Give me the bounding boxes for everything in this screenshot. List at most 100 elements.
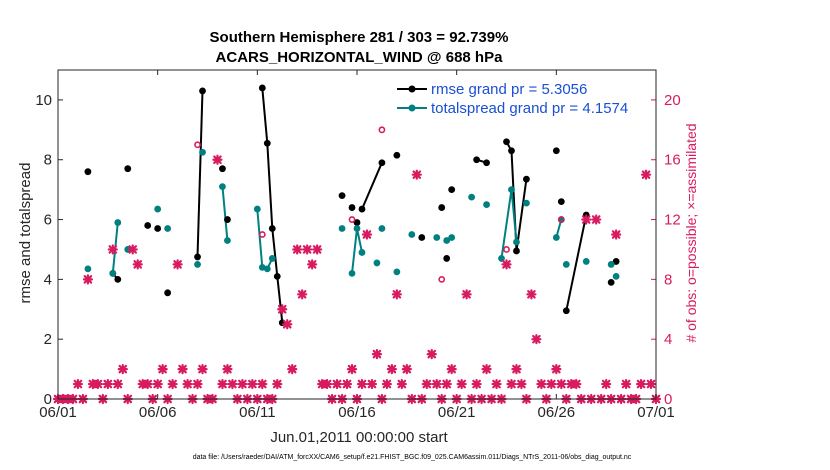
rmse-point xyxy=(552,147,560,155)
obs-assimilated-point xyxy=(167,378,178,390)
obs-possible-point xyxy=(348,216,356,223)
y-right-tick-label: 8 xyxy=(664,271,672,288)
spread-point xyxy=(109,269,117,277)
obs-assimilated-point xyxy=(556,378,567,390)
obs-assimilated-point xyxy=(217,378,228,390)
obs-assimilated-point xyxy=(506,378,517,390)
spread-point xyxy=(513,238,520,246)
spread-point xyxy=(523,199,530,207)
obs-assimilated-point xyxy=(257,378,268,390)
spread-point xyxy=(353,225,361,232)
obs-assimilated-point xyxy=(411,169,422,180)
spread-point xyxy=(219,183,226,191)
obs-assimilated-point xyxy=(471,378,482,390)
obs-assimilated-point xyxy=(396,378,407,390)
spread-point xyxy=(408,231,416,238)
chart-title-line2: ACARS_HORIZONTAL_WIND @ 688 hPa xyxy=(216,49,504,66)
rmse-point xyxy=(194,253,201,261)
spread-point xyxy=(199,148,206,156)
x-tick-label: 06/11 xyxy=(239,404,275,421)
obs-assimilated-point xyxy=(591,214,602,225)
rmse-point xyxy=(358,205,366,213)
obs-assimilated-point xyxy=(297,289,308,300)
obs-assimilated-point xyxy=(247,378,258,390)
spread-point xyxy=(483,201,490,208)
rmse-line xyxy=(196,90,204,257)
rmse-line xyxy=(261,87,284,323)
obs-assimilated-point xyxy=(571,378,582,390)
legend-rmse-marker xyxy=(408,85,416,93)
obs-assimilated-point xyxy=(192,378,203,390)
obs-assimilated-point xyxy=(132,259,143,270)
spread-point xyxy=(552,234,560,241)
obs-assimilated-point xyxy=(277,304,288,315)
x-tick-label: 06/21 xyxy=(438,404,476,421)
obs-assimilated-point xyxy=(197,363,208,375)
y-right-tick-label: 0 xyxy=(664,391,672,408)
rmse-point xyxy=(114,275,122,283)
rmse-point xyxy=(418,234,426,241)
rmse-point xyxy=(448,186,456,194)
obs-assimilated-point xyxy=(461,289,472,300)
rmse-point xyxy=(268,225,276,232)
rmse-line xyxy=(505,141,528,252)
obs-assimilated-point xyxy=(341,378,353,390)
rmse-point xyxy=(258,84,266,92)
spread-point xyxy=(468,193,476,201)
spread-point xyxy=(114,219,122,226)
obs-assimilated-point xyxy=(446,363,457,375)
obs-assimilated-point xyxy=(635,378,647,390)
obs-assimilated-point xyxy=(536,378,547,390)
obs-assimilated-point xyxy=(152,378,163,390)
rmse-point xyxy=(144,222,152,229)
obs-assimilated-point xyxy=(441,378,452,390)
y-right-tick-label: 16 xyxy=(664,152,681,169)
rmse-point xyxy=(443,255,451,262)
obs-assimilated-point xyxy=(157,363,168,375)
obs-assimilated-point xyxy=(371,349,383,360)
rmse-point xyxy=(378,159,386,167)
obs-assimilated-point xyxy=(421,378,432,390)
rmse-point xyxy=(612,258,620,265)
obs-assimilated-point xyxy=(401,363,412,375)
spread-point xyxy=(562,261,570,268)
obs-assimilated-point xyxy=(491,378,502,390)
obs-assimilated-point xyxy=(481,363,492,375)
obs-assimilated-point xyxy=(322,378,333,390)
rmse-point xyxy=(483,159,490,167)
spread-point xyxy=(612,272,620,280)
spread-point xyxy=(194,261,201,268)
rmse-point xyxy=(263,139,271,147)
obs-assimilated-point xyxy=(346,363,358,375)
rmse-point xyxy=(557,198,565,206)
rmse-point xyxy=(219,165,226,173)
obs-assimilated-point xyxy=(620,378,632,390)
obs-assimilated-point xyxy=(645,378,657,390)
spread-point xyxy=(268,255,276,262)
obs-assimilated-point xyxy=(107,244,118,255)
obs-assimilated-point xyxy=(282,319,293,330)
x-tick-label: 06/06 xyxy=(139,404,177,421)
obs-possible-point xyxy=(378,126,386,134)
rmse-point xyxy=(348,204,356,211)
rmse-point xyxy=(438,204,446,211)
rmse-point xyxy=(508,147,515,155)
obs-assimilated-point xyxy=(531,334,542,345)
spread-point xyxy=(338,225,346,232)
y-left-tick-label: 4 xyxy=(44,271,52,288)
rmse-point xyxy=(393,151,401,159)
y-axis-left-label: rmse and totalspread xyxy=(17,163,34,304)
obs-assimilated-point xyxy=(72,378,84,390)
spread-point xyxy=(358,249,366,256)
rmse-point xyxy=(273,272,281,280)
obs-assimilated-point xyxy=(611,229,622,240)
obs-assimilated-point xyxy=(391,289,402,300)
y-left-tick-label: 10 xyxy=(35,92,52,109)
rmse-point xyxy=(607,278,615,286)
obs-assimilated-point xyxy=(546,378,557,390)
spread-point xyxy=(448,234,456,241)
x-tick-label: 07/01 xyxy=(637,404,675,421)
spread-point xyxy=(378,225,386,232)
